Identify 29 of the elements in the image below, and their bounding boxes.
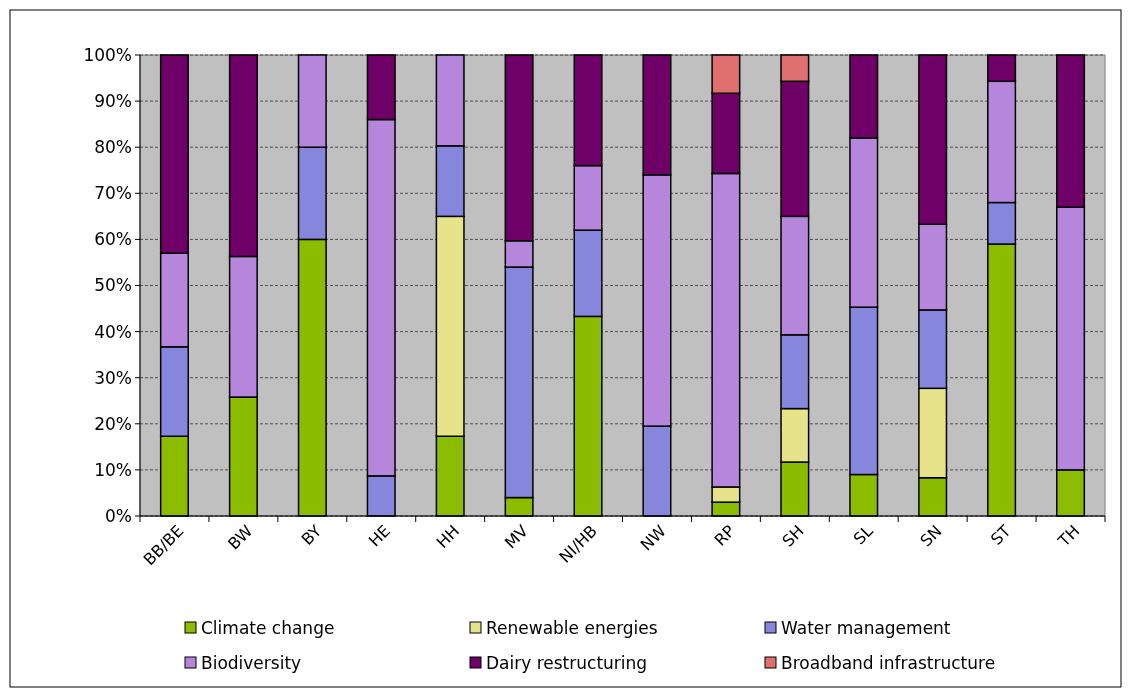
legend-label: Renewable energies — [486, 617, 658, 638]
x-tick-label: SH — [778, 521, 808, 551]
x-tick-label: HE — [364, 521, 395, 551]
legend-label: Broadband infrastructure — [781, 652, 996, 673]
legend-label: Dairy restructuring — [486, 652, 648, 673]
y-tick-label: 0% — [105, 505, 132, 526]
x-tick-label: SL — [849, 521, 877, 549]
x-tick-label: MV — [500, 521, 532, 553]
legend-label: Biodiversity — [201, 652, 302, 673]
x-tick-label: ST — [986, 521, 1015, 549]
y-tick-label: 20% — [94, 413, 132, 434]
x-tick-label: HH — [432, 521, 463, 552]
x-tick-label: BW — [224, 521, 257, 554]
x-tick-label: NW — [636, 521, 670, 555]
x-tick-label: SN — [916, 521, 946, 551]
x-tick-label: BY — [297, 521, 326, 549]
y-tick-label: 40% — [94, 321, 132, 342]
y-tick-label: 70% — [94, 183, 132, 204]
legend-label: Climate change — [201, 617, 335, 638]
y-tick-label: 80% — [94, 137, 132, 158]
x-tick-label: TH — [1053, 521, 1084, 551]
y-tick-label: 90% — [94, 91, 132, 112]
y-tick-label: 10% — [94, 459, 132, 480]
y-tick-label: 100% — [83, 44, 132, 65]
legend-label: Water management — [781, 617, 951, 638]
y-tick-label: 60% — [94, 229, 132, 250]
x-tick-label: RP — [710, 521, 739, 550]
y-tick-label: 30% — [94, 367, 132, 388]
y-tick-label: 50% — [94, 275, 132, 296]
